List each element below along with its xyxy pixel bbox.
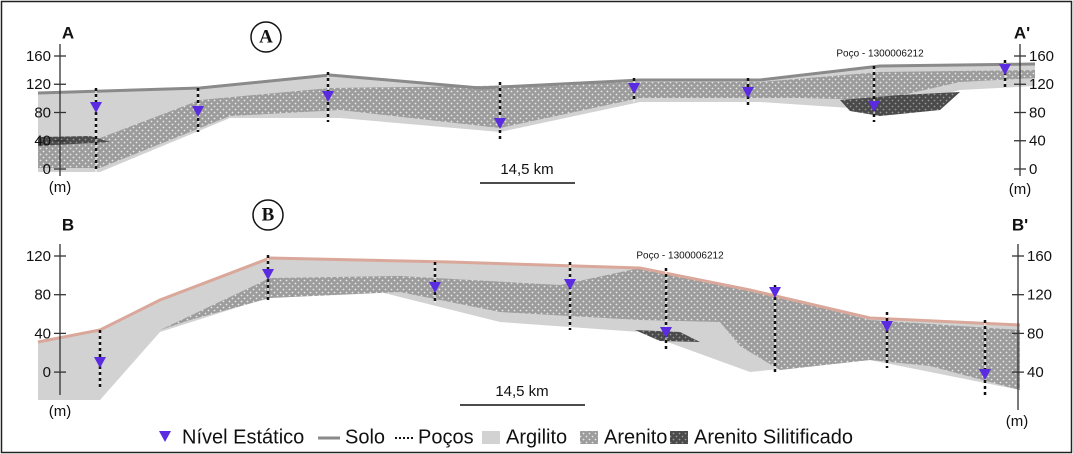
legend: Nível Estático Solo Poços Argilito Areni… (159, 426, 853, 448)
tick-label: 80 (34, 287, 51, 304)
legend-symbol (580, 431, 598, 444)
unit: (m) (1006, 413, 1029, 430)
well-label: Poço - 1300006212 (636, 251, 724, 262)
section-label: A (62, 23, 74, 42)
legend-label: Arenito Silitificado (694, 426, 853, 448)
tick-label: 120 (26, 76, 51, 93)
tick-label: 40 (1027, 364, 1044, 381)
tick-label: 80 (1027, 325, 1044, 342)
tick-label: 0 (1029, 161, 1037, 178)
legend-symbol (670, 431, 688, 444)
tick-label: 120 (1029, 76, 1054, 93)
tick-label: 160 (1029, 48, 1054, 65)
badge: A (259, 26, 273, 47)
tick-label: 40 (34, 133, 51, 150)
figure: 160 120 80 40 0 160 120 80 40 0 120 80 40 0 160 120 80 40… (0, 0, 1073, 454)
tick-label: 120 (1027, 287, 1052, 304)
section-label: B (62, 215, 74, 234)
tick-label: 0 (43, 161, 51, 178)
unit: (m) (1009, 181, 1032, 198)
tick-label: 80 (34, 104, 51, 121)
tick-label: 160 (1027, 248, 1052, 265)
unit: (m) (49, 403, 72, 420)
unit: (m) (49, 179, 72, 196)
badge: B (262, 204, 275, 225)
legend-label: Argilito (506, 426, 567, 448)
tick-label: 80 (1029, 104, 1046, 121)
legend-label: Solo (345, 426, 385, 448)
scale-label: 14,5 km (500, 161, 553, 178)
tick-label: 120 (26, 248, 51, 265)
tick-label: 160 (26, 48, 51, 65)
tick-label: 40 (34, 325, 51, 342)
section-label: A' (1014, 23, 1030, 42)
legend-symbol (482, 431, 500, 444)
legend-label: Arenito (604, 426, 667, 448)
tick-label: 0 (43, 364, 51, 381)
well-label: Poço - 1300006212 (836, 49, 924, 60)
legend-label: Poços (418, 426, 474, 448)
legend-label: Nível Estático (182, 426, 304, 448)
scale-label: 14,5 km (495, 383, 548, 400)
section-label: B' (1012, 215, 1028, 234)
tick-label: 40 (1029, 133, 1046, 150)
